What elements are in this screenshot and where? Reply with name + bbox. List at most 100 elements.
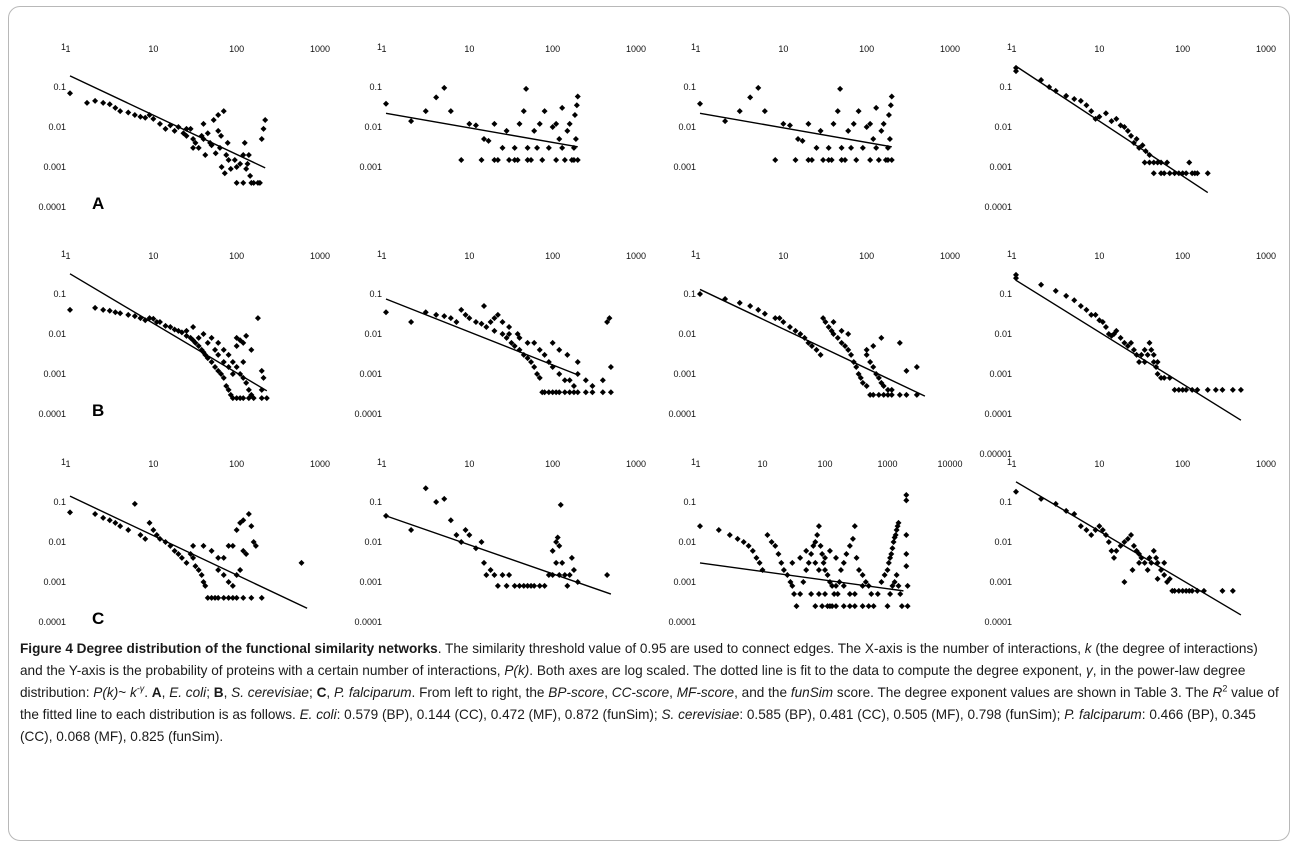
data-point: [224, 139, 231, 146]
y-tick-label: 0.1: [683, 289, 696, 299]
data-point: [167, 122, 174, 129]
data-point: [237, 371, 244, 377]
data-point: [237, 566, 244, 573]
chart-panel: 1 10 100 1000 1 0.1 0.01 0.001 0.0001: [984, 42, 1276, 212]
data-point: [697, 291, 703, 297]
x-tick-label: 10: [464, 251, 474, 261]
data-point: [408, 526, 415, 533]
x-tick-label: 1: [65, 459, 70, 469]
y-tick-label: 0.01: [364, 122, 382, 132]
data-point: [1088, 311, 1095, 318]
data-point: [1139, 142, 1146, 149]
data-point: [572, 136, 579, 143]
data-point: [247, 172, 254, 179]
x-tick-label: 100: [229, 251, 244, 261]
y-tick-label: 0.01: [678, 329, 696, 339]
data-point: [1136, 559, 1143, 566]
data-point: [220, 594, 227, 601]
data-point: [215, 566, 222, 573]
data-point: [755, 306, 762, 313]
data-point: [875, 156, 882, 163]
data-point: [812, 539, 819, 545]
fit-line: [69, 273, 268, 392]
data-point: [1117, 334, 1124, 341]
data-point: [1124, 535, 1131, 542]
data-point: [478, 539, 485, 545]
y-tick-label: 0.001: [43, 577, 66, 587]
data-point: [793, 603, 800, 610]
fit-line: [385, 298, 579, 376]
data-point: [472, 122, 479, 129]
data-point: [1099, 318, 1106, 325]
data-point: [487, 318, 494, 325]
data-point: [192, 563, 199, 570]
chart-panel: 1 10 100 1000 1 0.1 0.01 0.001: [673, 42, 960, 172]
caption-part: P(k): [504, 663, 530, 678]
caption-part: CC-score: [611, 685, 670, 700]
data-point: [506, 331, 513, 337]
x-tick-label: 1: [695, 44, 700, 54]
x-tick-label: 100: [1175, 44, 1190, 54]
data-point: [1038, 281, 1045, 288]
data-point: [859, 144, 866, 151]
data-point: [240, 151, 247, 158]
data-point: [745, 542, 752, 549]
y-tick-label: 1: [691, 42, 696, 52]
data-point: [851, 523, 858, 530]
x-tick-label: 10: [148, 44, 158, 54]
data-point: [825, 156, 832, 163]
data-point: [853, 554, 860, 561]
data-point: [117, 523, 124, 530]
data-point: [520, 582, 527, 589]
data-point: [524, 144, 531, 151]
data-point: [499, 144, 506, 151]
data-point: [870, 136, 877, 143]
chart-panel: 1 10 100 1000 1 0.1 0.01 0.001 0.0001 C: [38, 457, 330, 628]
data-point: [1071, 511, 1078, 518]
data-point: [531, 127, 538, 134]
chart-panel: 1 10 100 1000 1 0.1 0.01 0.001: [359, 42, 646, 172]
data-point: [215, 367, 222, 374]
data-point: [1013, 275, 1019, 282]
data-point: [1141, 358, 1148, 365]
data-point: [850, 120, 857, 127]
data-point: [225, 156, 232, 163]
fit-line: [69, 75, 266, 169]
caption-title: Degree distribution of the functional si…: [76, 641, 438, 656]
data-point: [865, 582, 872, 589]
data-point: [167, 542, 174, 549]
data-point: [874, 591, 881, 598]
data-point: [797, 554, 804, 561]
data-point: [195, 144, 202, 151]
y-tick-label: 0.1: [369, 82, 382, 92]
data-point: [842, 156, 849, 163]
x-tick-label: 10: [464, 44, 474, 54]
caption-part: k: [1084, 641, 1092, 656]
x-tick-label: 1000: [310, 251, 330, 261]
data-point: [229, 371, 236, 377]
data-point: [1141, 159, 1148, 166]
data-point: [756, 559, 763, 566]
data-point: [256, 179, 263, 186]
data-point: [1146, 339, 1153, 346]
data-point: [466, 315, 473, 322]
data-point: [248, 391, 255, 398]
y-tick-label: 0.1: [53, 82, 66, 92]
data-point: [736, 108, 743, 115]
fit-line: [1015, 279, 1242, 421]
data-point: [491, 120, 498, 127]
data-point: [1013, 68, 1019, 75]
data-point: [803, 547, 810, 554]
data-point: [834, 591, 841, 598]
chart-panel: 1 10 100 1000 1 0.1 0.01 0.001 0.0001: [354, 457, 646, 627]
data-point: [1212, 386, 1219, 393]
data-point: [229, 358, 236, 365]
data-point: [220, 358, 227, 365]
data-point: [759, 566, 766, 573]
data-point: [506, 156, 513, 163]
data-point: [240, 339, 247, 346]
data-point: [830, 331, 837, 337]
y-tick-label: 0.001: [673, 369, 696, 379]
data-point: [817, 127, 824, 134]
data-point: [117, 108, 124, 115]
